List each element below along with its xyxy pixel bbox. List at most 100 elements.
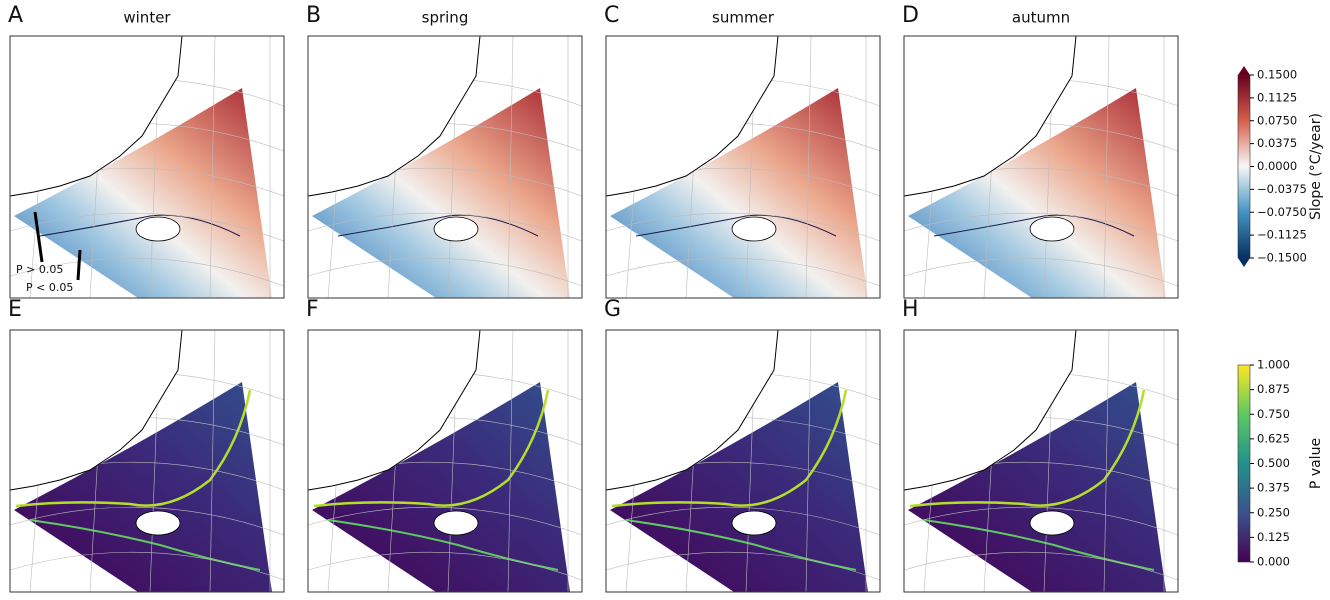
- map-frame: [605, 35, 881, 299]
- graticule: [903, 506, 1179, 536]
- colorbar-tick-label: 0.875: [1257, 382, 1290, 396]
- colorbar-tick-label: −0.1500: [1257, 251, 1307, 265]
- colorbar-tick-label: 0.500: [1257, 456, 1290, 470]
- map-panel: [9, 35, 285, 299]
- colorbar-tick-label: 0.250: [1257, 505, 1290, 519]
- graticule: [209, 329, 216, 593]
- significance-band: [611, 389, 848, 508]
- panel-letter: A: [8, 3, 23, 28]
- data-field: [14, 382, 272, 592]
- annotation: P < 0.05: [26, 281, 73, 294]
- colorbar-extend: [1238, 66, 1250, 75]
- panel-letter: B: [306, 3, 321, 28]
- map-panel: [605, 35, 881, 299]
- panel-letter: C: [604, 3, 619, 28]
- colorbar: [1237, 74, 1251, 259]
- graticule: [605, 506, 881, 536]
- panel-title: spring: [422, 9, 469, 27]
- arrow: [33, 211, 44, 263]
- iceland: [731, 510, 777, 536]
- annotation: P > 0.05: [16, 263, 63, 276]
- colorbar-tick-label: 0.0750: [1257, 113, 1297, 127]
- graticule: [903, 257, 1179, 287]
- greenland: [903, 35, 1077, 197]
- colorbar-tick-label: 1.000: [1257, 358, 1290, 372]
- graticule: [805, 35, 812, 299]
- colorbar-tick-label: 0.375: [1257, 481, 1290, 495]
- graticule: [1103, 329, 1110, 593]
- greenland: [9, 329, 183, 491]
- panel-letter: E: [8, 297, 22, 322]
- data-field: [610, 382, 868, 592]
- colorbar-tick-label: 0.1125: [1257, 90, 1297, 104]
- graticule: [507, 329, 514, 593]
- colorbar-tick-label: 0.625: [1257, 431, 1290, 445]
- contour: [39, 214, 241, 237]
- map-frame: [307, 329, 583, 593]
- panel-letter: D: [902, 3, 919, 28]
- data-field: [610, 88, 868, 298]
- colorbar-tick-label: −0.1125: [1257, 228, 1307, 242]
- colorbar-label: P value: [1308, 438, 1324, 489]
- colorbar-tick-label: 0.0000: [1257, 159, 1297, 173]
- map-frame: [903, 35, 1179, 299]
- colorbar-tick-label: 0.750: [1257, 407, 1290, 421]
- colorbar-tick-label: −0.0375: [1257, 182, 1307, 196]
- map-frame: [9, 35, 285, 299]
- iceland: [1029, 510, 1075, 536]
- graticule: [605, 212, 881, 242]
- data-field: [908, 88, 1166, 298]
- data-field: [908, 382, 1166, 592]
- colorbar-tick-label: 0.1500: [1257, 68, 1297, 82]
- colorbar-label: Slope (°C/year): [1308, 113, 1324, 220]
- colorbar-tick-label: −0.0750: [1257, 205, 1307, 219]
- data-field: [14, 88, 272, 298]
- greenland: [9, 35, 183, 197]
- iceland: [135, 216, 181, 242]
- significance-band: [909, 389, 1146, 508]
- map-frame: [9, 329, 285, 593]
- graticule: [307, 212, 583, 242]
- graticule: [903, 212, 1179, 242]
- greenland: [307, 329, 481, 491]
- contour: [933, 214, 1135, 237]
- map-frame: [307, 35, 583, 299]
- iceland: [731, 216, 777, 242]
- data-field: [312, 88, 570, 298]
- map-panel: [903, 35, 1179, 299]
- panel-letter: H: [902, 297, 919, 322]
- iceland: [135, 510, 181, 536]
- contour: [337, 214, 539, 237]
- graticule: [209, 35, 216, 299]
- graticule: [9, 257, 285, 287]
- map-panel: [307, 35, 583, 299]
- significance-band: [15, 389, 252, 508]
- panel-letter: G: [604, 297, 621, 322]
- significance-band: [313, 389, 550, 508]
- graticule: [307, 257, 583, 287]
- graticule: [903, 551, 1179, 581]
- graticule: [1103, 35, 1110, 299]
- iceland: [433, 510, 479, 536]
- graticule: [605, 551, 881, 581]
- panel-title: summer: [712, 9, 775, 27]
- iceland: [433, 216, 479, 242]
- panel-title: autumn: [1012, 9, 1070, 27]
- arrow: [76, 249, 82, 281]
- graticule: [307, 506, 583, 536]
- greenland: [903, 329, 1077, 491]
- greenland: [605, 329, 779, 491]
- colorbar: [1237, 364, 1251, 563]
- map-panel: [903, 329, 1179, 593]
- iceland: [1029, 216, 1075, 242]
- map-panel: [605, 329, 881, 593]
- graticule: [805, 329, 812, 593]
- map-frame: [903, 329, 1179, 593]
- graticule: [9, 212, 285, 242]
- colorbar-tick-label: 0.000: [1257, 555, 1290, 569]
- greenland: [307, 35, 481, 197]
- map-panel: [9, 329, 285, 593]
- map-panel: [307, 329, 583, 593]
- graticule: [507, 35, 514, 299]
